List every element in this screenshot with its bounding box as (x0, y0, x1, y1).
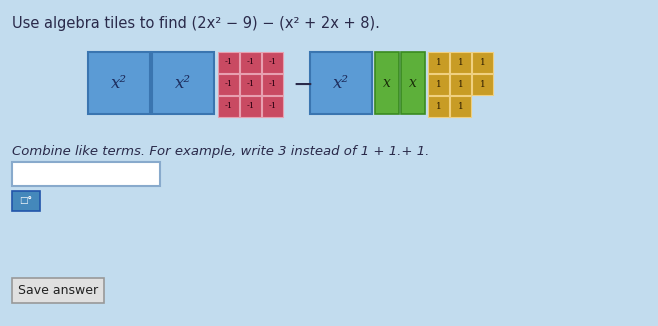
Text: 1: 1 (436, 58, 442, 67)
Bar (375, 52, 399, 114)
Bar (310, 52, 372, 114)
Text: -1: -1 (246, 58, 255, 67)
Bar (218, 52, 239, 73)
Text: -1: -1 (224, 81, 233, 88)
Text: 1: 1 (457, 80, 463, 89)
Text: -1: -1 (224, 102, 233, 111)
Text: 1: 1 (457, 58, 463, 67)
Text: Save answer: Save answer (18, 284, 98, 297)
Text: Combine like terms. For example, write 3 instead of 1 + 1.+ 1.: Combine like terms. For example, write 3… (12, 145, 430, 158)
Text: x²: x² (333, 75, 349, 92)
Bar (472, 52, 493, 73)
Bar (240, 96, 261, 117)
Text: 1: 1 (480, 80, 486, 89)
Text: Use algebra tiles to find (2x² − 9) − (x² + 2x + 8).: Use algebra tiles to find (2x² − 9) − (x… (12, 16, 380, 31)
Text: x²: x² (175, 75, 191, 92)
Text: -1: -1 (268, 102, 276, 111)
Text: 1: 1 (436, 102, 442, 111)
Text: -1: -1 (224, 58, 233, 67)
Text: 1: 1 (480, 58, 486, 67)
Bar (450, 74, 471, 95)
Text: 1: 1 (436, 80, 442, 89)
Text: x: x (409, 76, 417, 90)
Bar (428, 96, 449, 117)
Bar (450, 96, 471, 117)
Text: −: − (292, 73, 313, 97)
Text: -1: -1 (268, 81, 276, 88)
Bar (262, 74, 283, 95)
Bar (401, 52, 425, 114)
Text: -1: -1 (268, 58, 276, 67)
Text: x: x (383, 76, 391, 90)
Text: -1: -1 (246, 102, 255, 111)
Bar (240, 74, 261, 95)
Bar (262, 52, 283, 73)
Text: -1: -1 (246, 81, 255, 88)
Bar (262, 96, 283, 117)
Bar (428, 52, 449, 73)
Bar (12, 191, 40, 211)
Bar (12, 278, 104, 303)
Text: x²: x² (111, 75, 127, 92)
Text: 1: 1 (457, 102, 463, 111)
Text: □°: □° (20, 197, 32, 205)
Bar (152, 52, 214, 114)
Bar (472, 74, 493, 95)
Bar (12, 162, 160, 186)
Bar (450, 52, 471, 73)
Bar (218, 96, 239, 117)
Bar (240, 52, 261, 73)
Bar (88, 52, 150, 114)
Bar (218, 74, 239, 95)
Bar (428, 74, 449, 95)
